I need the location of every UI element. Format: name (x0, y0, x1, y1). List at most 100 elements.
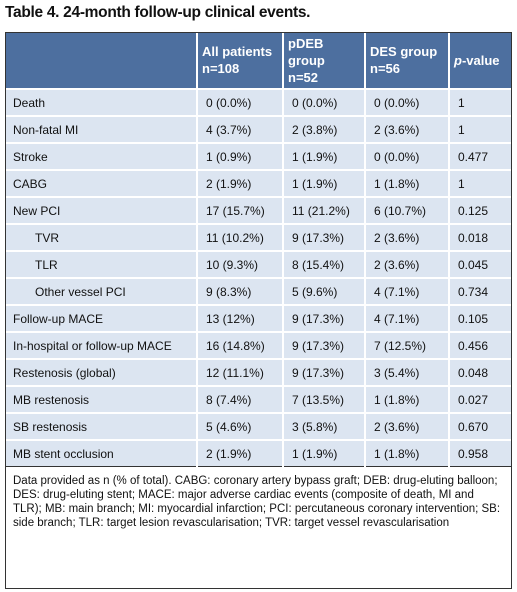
header-cell: p-value (448, 32, 512, 89)
cell: 8 (7.4%) (196, 385, 283, 413)
header-text: All patients (202, 44, 273, 59)
cell: 4 (7.1%) (364, 304, 449, 332)
cell: 2 (3.6%) (364, 250, 449, 278)
cell: 0.477 (448, 142, 512, 170)
cell: 11 (10.2%) (196, 223, 283, 251)
cell: 1 (448, 169, 512, 197)
cell: 8 (15.4%) (282, 250, 365, 278)
cell: 0 (0.0%) (282, 88, 365, 116)
table-row: Restenosis (global) 12 (11.1%) 9 (17.3%) 3 … (5, 358, 512, 386)
cell: 4 (7.1%) (364, 277, 449, 305)
cell: 0.125 (448, 196, 512, 224)
header-text: n=108 (202, 61, 240, 76)
cell: 1 (1.9%) (282, 439, 365, 467)
header-text: pDEB group (288, 35, 325, 68)
cell: 9 (17.3%) (282, 223, 365, 251)
cell: 5 (4.6%) (196, 412, 283, 440)
cell: 2 (1.9%) (196, 169, 283, 197)
cell: 0.734 (448, 277, 512, 305)
header-row: All patients n=108 pDEB group n=52 DES group… (5, 32, 512, 89)
header-text: n=56 (370, 61, 400, 76)
row-label: TLR (5, 250, 197, 278)
table-row: Stroke 1 (0.9%) 1 (1.9%) 0 (0.0%) 0.477 (5, 142, 512, 170)
header-text: DES group (370, 44, 438, 59)
cell: 9 (17.3%) (282, 331, 365, 359)
row-label: Stroke (5, 142, 197, 170)
table-row: Death 0 (0.0%) 0 (0.0%) 0 (0.0%) 1 (5, 88, 512, 116)
row-label: SB restenosis (5, 412, 197, 440)
header-cell: All patients n=108 (196, 32, 283, 89)
header-cell: DES group n=56 (364, 32, 449, 89)
row-label: MB stent occlusion (5, 439, 197, 467)
cell: 11 (21.2%) (282, 196, 365, 224)
table-title: Table 4. 24-month follow-up clinical eve… (5, 4, 311, 21)
cell: 1 (448, 115, 512, 143)
cell: 10 (9.3%) (196, 250, 283, 278)
cell: 0.048 (448, 358, 512, 386)
cell: 1 (448, 88, 512, 116)
cell: 1 (1.9%) (282, 169, 365, 197)
header-cell: pDEB group n=52 (282, 32, 365, 89)
cell: 0 (0.0%) (364, 142, 449, 170)
cell: 9 (17.3%) (282, 358, 365, 386)
header-text: p-value (454, 52, 500, 68)
cell: 0.045 (448, 250, 512, 278)
cell: 1 (1.8%) (364, 169, 449, 197)
cell: 2 (3.8%) (282, 115, 365, 143)
cell: 3 (5.4%) (364, 358, 449, 386)
cell: 0 (0.0%) (364, 88, 449, 116)
cell: 0.958 (448, 439, 512, 467)
cell: 0 (0.0%) (196, 88, 283, 116)
row-label: Other vessel PCI (5, 277, 197, 305)
cell: 17 (15.7%) (196, 196, 283, 224)
table-row: MB stent occlusion 2 (1.9%) 1 (1.9%) 1 (1.8… (5, 439, 512, 467)
table-row: Follow-up MACE 13 (12%) 9 (17.3%) 4 (7.1%) 0… (5, 304, 512, 332)
cell: 1 (1.8%) (364, 385, 449, 413)
cell: 2 (3.6%) (364, 412, 449, 440)
row-label: Death (5, 88, 197, 116)
table-row: Other vessel PCI 9 (8.3%) 5 (9.6%) 4 (7.1%)… (5, 277, 512, 305)
row-label: CABG (5, 169, 197, 197)
cell: 6 (10.7%) (364, 196, 449, 224)
footnote-row: Data provided as n (% of total). CABG: c… (5, 466, 512, 538)
cell: 1 (1.9%) (282, 142, 365, 170)
table: All patients n=108 pDEB group n=52 DES group… (5, 32, 512, 538)
cell: 7 (12.5%) (364, 331, 449, 359)
table-row: TVR 11 (10.2%) 9 (17.3%) 2 (3.6%) 0.018 (5, 223, 512, 251)
cell: 0.670 (448, 412, 512, 440)
cell: 1 (1.8%) (364, 439, 449, 467)
table-row: Non-fatal MI 4 (3.7%) 2 (3.8%) 2 (3.6%) 1 (5, 115, 512, 143)
header-cell (5, 32, 197, 89)
cell: 12 (11.1%) (196, 358, 283, 386)
row-label: MB restenosis (5, 385, 197, 413)
cell: 2 (3.6%) (364, 223, 449, 251)
table-row: TLR 10 (9.3%) 8 (15.4%) 2 (3.6%) 0.045 (5, 250, 512, 278)
row-label: Restenosis (global) (5, 358, 197, 386)
footnote: Data provided as n (% of total). CABG: c… (5, 466, 512, 538)
cell: 16 (14.8%) (196, 331, 283, 359)
cell: 9 (17.3%) (282, 304, 365, 332)
header-text: n=52 (288, 69, 318, 85)
table-body: Death 0 (0.0%) 0 (0.0%) 0 (0.0%) 1 Non-fatal … (5, 88, 512, 538)
table-row: In-hospital or follow-up MACE 16 (14.8%) 9… (5, 331, 512, 359)
cell: 0.105 (448, 304, 512, 332)
cell: 2 (1.9%) (196, 439, 283, 467)
table-row: CABG 2 (1.9%) 1 (1.9%) 1 (1.8%) 1 (5, 169, 512, 197)
row-label: New PCI (5, 196, 197, 224)
cell: 7 (13.5%) (282, 385, 365, 413)
row-label: Follow-up MACE (5, 304, 197, 332)
cell: 13 (12%) (196, 304, 283, 332)
cell: 4 (3.7%) (196, 115, 283, 143)
cell: 3 (5.8%) (282, 412, 365, 440)
row-label: TVR (5, 223, 197, 251)
table-row: New PCI 17 (15.7%) 11 (21.2%) 6 (10.7%) 0.12… (5, 196, 512, 224)
row-label: In-hospital or follow-up MACE (5, 331, 197, 359)
table-row: MB restenosis 8 (7.4%) 7 (13.5%) 1 (1.8%) 0.… (5, 385, 512, 413)
table-row: SB restenosis 5 (4.6%) 3 (5.8%) 2 (3.6%) 0.6… (5, 412, 512, 440)
cell: 1 (0.9%) (196, 142, 283, 170)
cell: 2 (3.6%) (364, 115, 449, 143)
cell: 0.456 (448, 331, 512, 359)
cell: 5 (9.6%) (282, 277, 365, 305)
cell: 0.018 (448, 223, 512, 251)
